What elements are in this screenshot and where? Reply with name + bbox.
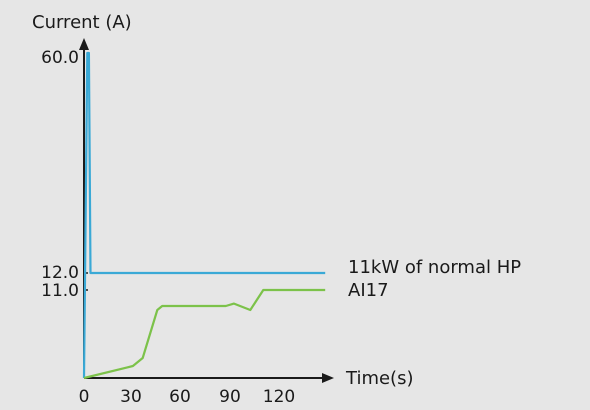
x-tick-30: 30	[120, 387, 142, 407]
series-layer	[82, 51, 326, 380]
x-tick-0: 0	[79, 387, 90, 407]
x-axis-arrowhead	[322, 373, 334, 383]
y-tick-12: 12.0	[41, 263, 79, 283]
series-label-normal-hp: 11kW of normal HP	[348, 257, 521, 278]
x-axis-label: Time(s)	[345, 368, 413, 389]
y-axis-arrowhead	[79, 38, 89, 50]
y-tick-11: 11.0	[41, 281, 79, 301]
y-axis-label: Current (A)	[32, 12, 132, 33]
axes	[79, 38, 334, 383]
y-tick-60: 60.0	[41, 48, 79, 68]
series-line-ai17	[83, 288, 326, 380]
x-tick-60: 60	[169, 387, 191, 407]
series-label-ai17: AI17	[348, 280, 389, 301]
x-tick-90: 90	[219, 387, 241, 407]
y-ticks: 60.0 12.0 11.0	[41, 48, 88, 301]
x-tick-120: 120	[263, 387, 295, 407]
x-ticks: 0 30 60 90 120	[79, 387, 296, 407]
series-line-normal-hp	[82, 51, 326, 379]
